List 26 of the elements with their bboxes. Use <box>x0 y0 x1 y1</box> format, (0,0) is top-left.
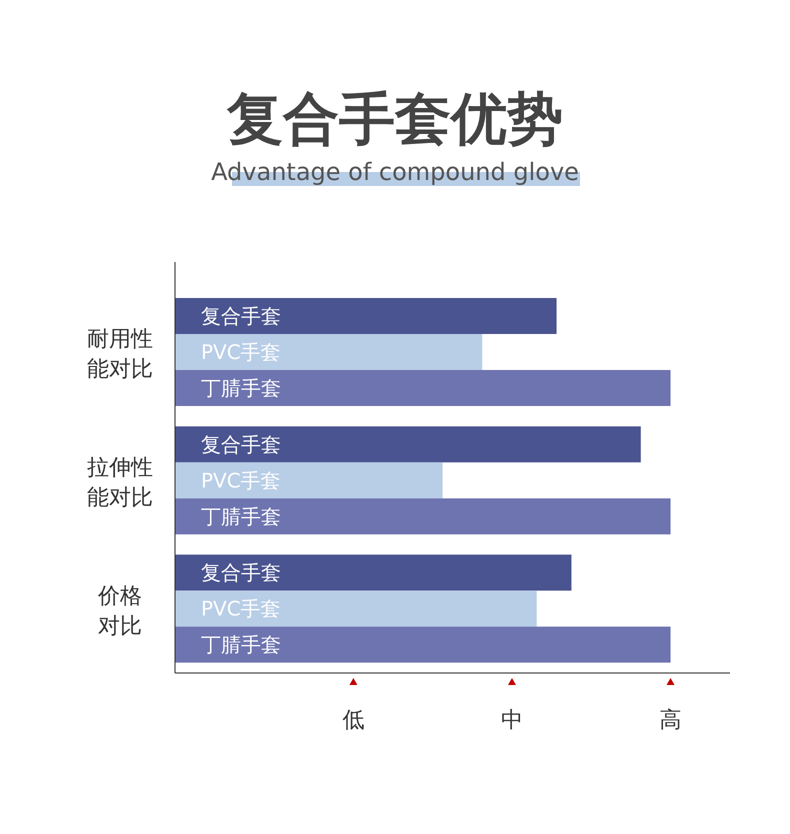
bar <box>175 426 641 462</box>
y-tick-label: 价格对比 <box>97 584 142 639</box>
text: 丁腈手套 <box>201 504 281 528</box>
text: 复合手套 <box>201 432 281 456</box>
series-label: 丁腈手套 <box>201 376 281 400</box>
bar <box>175 626 671 663</box>
text: 丁腈手套 <box>201 632 281 657</box>
bar <box>175 498 671 534</box>
y-tick-label: 拉伸性能对比 <box>87 456 153 510</box>
text: PVC手套 <box>201 596 281 621</box>
text: 中 <box>500 708 523 733</box>
series-label: PVC手套 <box>201 340 281 364</box>
bar <box>175 554 572 591</box>
chart-subtitle: Advantage of compound glove <box>210 158 580 186</box>
series-label: 复合手套 <box>201 304 281 328</box>
text: 复合手套 <box>201 560 281 585</box>
bar <box>175 298 557 334</box>
text: PVC手套 <box>201 468 281 492</box>
bar <box>175 590 537 627</box>
chart-title: 复合手套优势 <box>226 86 564 154</box>
bar <box>175 462 443 498</box>
bar <box>175 334 482 370</box>
text: 高 <box>660 708 682 733</box>
text: 低 <box>342 708 364 733</box>
bar <box>175 370 671 406</box>
y-tick-label: 耐用性能对比 <box>87 327 153 382</box>
